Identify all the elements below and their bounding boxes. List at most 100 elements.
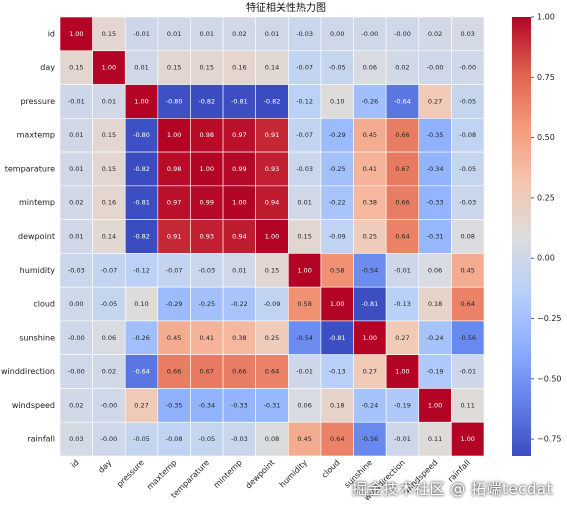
heatmap-cell (255, 151, 289, 187)
cell-value-label: -0.34 (427, 165, 444, 173)
heatmap-cell (451, 354, 485, 389)
cell-value-label: 0.11 (428, 435, 442, 443)
heatmap-cell (451, 219, 485, 254)
cell-value-label: -0.05 (329, 64, 346, 72)
cell-value-label: -0.07 (296, 64, 313, 72)
cell-value-label: 0.15 (102, 165, 116, 173)
row-label: id (48, 29, 55, 38)
cell-value-label: 0.99 (200, 199, 214, 207)
column-label: mintemp (212, 458, 244, 490)
heatmap-cell (59, 286, 93, 322)
column-label: maxtemp (145, 458, 178, 491)
cell-value-label: 0.02 (395, 64, 409, 72)
cell-value-label: 0.14 (265, 64, 279, 72)
cell-value-label: -0.33 (427, 199, 444, 207)
cell-value-label: -0.81 (329, 334, 346, 342)
cell-value-label: -0.05 (101, 300, 118, 308)
colorbar-tick-label: 0.75 (537, 73, 555, 82)
cell-value-label: 1.00 (395, 368, 409, 376)
cell-value-label: -0.03 (231, 435, 248, 443)
cell-value-label: 0.00 (330, 30, 344, 38)
column-label: cloud (320, 458, 342, 480)
heatmap-cell (418, 118, 452, 153)
cell-value-label: 0.66 (395, 131, 409, 139)
colorbar-tick-label: 0.50 (537, 133, 555, 142)
cell-value-label: 0.15 (167, 64, 181, 72)
cell-value-label: 1.00 (167, 131, 181, 139)
cell-value-label: -0.07 (296, 131, 313, 139)
column-label: pressure (115, 458, 146, 489)
heatmap-cell (190, 84, 224, 119)
cell-value-label: 0.41 (200, 334, 214, 342)
heatmap-cell (124, 320, 159, 355)
cell-value-label: 0.08 (460, 233, 474, 241)
heatmap-cell (451, 185, 485, 220)
heatmap-cell (59, 185, 93, 220)
cell-value-label: 1.00 (428, 401, 442, 409)
heatmap-cell (157, 50, 191, 85)
cell-value-label: 0.97 (167, 199, 181, 207)
heatmap-cell (288, 118, 322, 153)
heatmap-cell (353, 16, 387, 52)
cell-value-label: -0.01 (68, 97, 85, 105)
heatmap-cell (59, 219, 93, 254)
cell-value-label: -0.03 (459, 199, 476, 207)
heatmap-cell (320, 151, 354, 187)
cell-value-label: -0.25 (329, 165, 346, 173)
cell-value-label: 0.01 (134, 64, 148, 72)
column-label: day (97, 458, 114, 475)
heatmap-cell (320, 354, 354, 389)
heatmap-cell (288, 286, 322, 322)
cell-value-label: -0.35 (166, 401, 183, 409)
row-label: rainfall (27, 435, 55, 444)
heatmap-cell (418, 320, 452, 355)
cell-value-label: 0.01 (265, 30, 279, 38)
heatmap-cell (353, 50, 387, 85)
cell-value-label: -0.29 (329, 131, 346, 139)
heatmap-cell (353, 421, 387, 457)
heatmap-cell (92, 388, 126, 423)
colorbar: 1.00 0.75 0.50 0.25 0.00 −0.25 −0.50 −0.75 (512, 13, 562, 456)
cell-value-label: -0.07 (101, 266, 118, 274)
heatmap-cell (157, 421, 191, 457)
cell-value-label: 0.97 (232, 131, 246, 139)
row-label: humidity (20, 266, 56, 275)
cell-value-label: 0.91 (167, 233, 181, 241)
heatmap-cell (451, 388, 485, 423)
cell-value-label: -0.07 (166, 266, 183, 274)
heatmap-cell (451, 84, 485, 119)
cell-value-label: -0.00 (101, 401, 118, 409)
cell-value-label: 0.08 (265, 435, 279, 443)
heatmap-cell (385, 253, 420, 288)
heatmap-cell (320, 185, 354, 220)
heatmap-cell (255, 219, 289, 254)
cell-value-label: 0.02 (232, 30, 246, 38)
cell-value-label: 1.00 (363, 334, 377, 342)
heatmap-cell (320, 118, 354, 153)
cell-value-label: 0.41 (363, 165, 377, 173)
cell-value-label: 1.00 (330, 300, 344, 308)
cell-value-label: 0.15 (102, 30, 116, 38)
heatmap-cell (190, 50, 224, 85)
heatmap-cell (451, 421, 485, 457)
heatmap-cell (288, 421, 322, 457)
cell-value-label: 0.01 (232, 266, 246, 274)
row-label: maxtemp (17, 131, 55, 140)
cell-value-label: 0.14 (102, 233, 116, 241)
cell-value-label: -0.01 (459, 368, 476, 376)
cell-value-label: 0.10 (134, 300, 148, 308)
heatmap-cell (157, 320, 191, 355)
heatmap-cell (157, 388, 191, 423)
cell-value-label: -0.31 (264, 401, 281, 409)
cell-value-label: 0.66 (167, 368, 181, 376)
cell-value-label: 0.11 (460, 401, 474, 409)
cell-value-label: 0.02 (102, 368, 116, 376)
heatmap-cell (222, 320, 256, 355)
heatmap-cell (59, 118, 93, 153)
cell-value-label: -0.31 (427, 233, 444, 241)
cell-value-label: 0.18 (330, 401, 344, 409)
cell-value-label: 0.67 (395, 165, 409, 173)
heatmap-cell (157, 286, 191, 322)
cell-value-label: 0.64 (265, 368, 279, 376)
cell-value-label: 1.00 (297, 266, 311, 274)
